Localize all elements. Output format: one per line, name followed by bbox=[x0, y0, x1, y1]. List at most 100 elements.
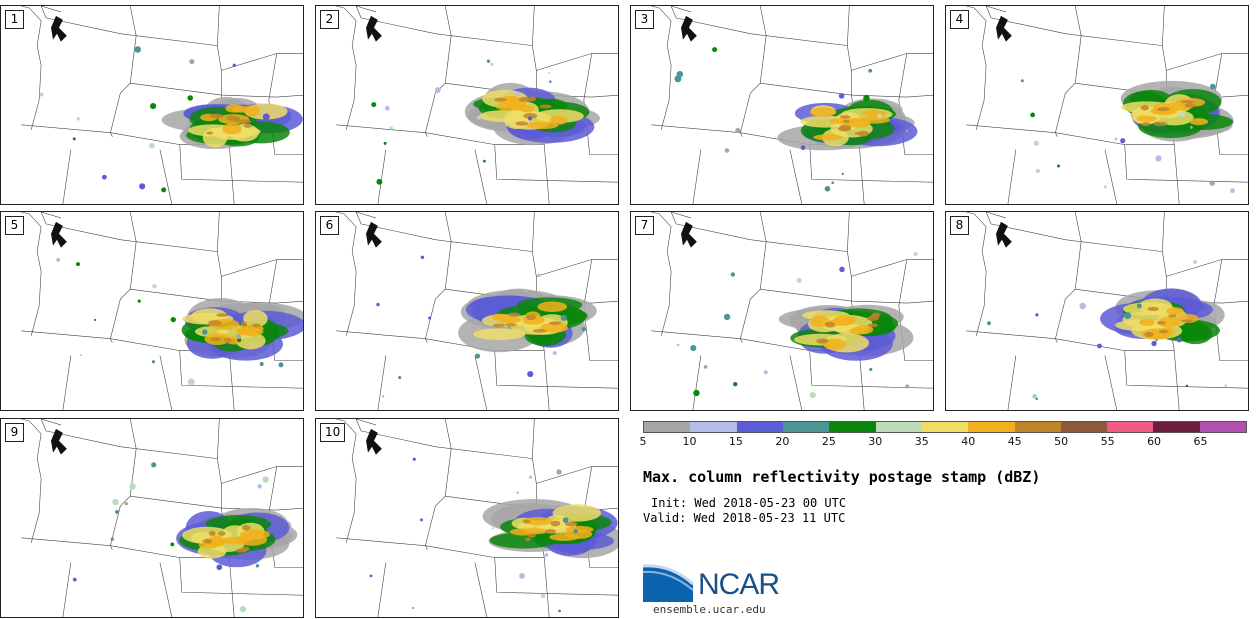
state-border bbox=[532, 6, 535, 46]
state-border bbox=[129, 6, 137, 36]
reflectivity-echo bbox=[566, 525, 594, 534]
member-label: 6 bbox=[320, 216, 339, 235]
coastline bbox=[996, 221, 1012, 248]
reflectivity-cell bbox=[1097, 343, 1102, 349]
state-border bbox=[760, 288, 933, 304]
reflectivity-cell bbox=[1209, 180, 1215, 186]
reflectivity-cell bbox=[1124, 312, 1132, 320]
colorbar-tick-label: 60 bbox=[1147, 435, 1162, 448]
state-border bbox=[1074, 6, 1082, 36]
reflectivity-cell bbox=[259, 361, 264, 366]
state-border bbox=[336, 6, 357, 130]
state-border bbox=[159, 562, 173, 617]
reflectivity-cell bbox=[1179, 111, 1186, 118]
reflectivity-echo bbox=[1141, 122, 1151, 127]
reflectivity-cell bbox=[877, 114, 882, 119]
state-border bbox=[543, 350, 550, 410]
state-border bbox=[356, 419, 377, 426]
reflectivity-echo bbox=[1181, 319, 1193, 323]
state-borders-map bbox=[651, 6, 933, 204]
state-border bbox=[451, 448, 618, 484]
reflectivity-cell bbox=[841, 172, 844, 175]
reflectivity-echo bbox=[515, 121, 529, 126]
state-border bbox=[136, 241, 303, 277]
reflectivity-cell bbox=[76, 117, 80, 121]
reflectivity-echo bbox=[833, 314, 857, 326]
coastline bbox=[51, 428, 67, 455]
reflectivity-cell bbox=[763, 370, 768, 375]
reflectivity-cell bbox=[693, 389, 700, 397]
state-border bbox=[21, 419, 42, 543]
coastline bbox=[51, 15, 67, 42]
state-borders-map bbox=[21, 212, 303, 410]
reflectivity-cell bbox=[1120, 138, 1126, 144]
state-border bbox=[336, 419, 357, 543]
reflectivity-echo bbox=[233, 116, 241, 123]
state-border bbox=[766, 241, 933, 277]
reflectivity-cell bbox=[93, 318, 97, 321]
reflectivity-echo bbox=[235, 327, 252, 335]
reflectivity-cell bbox=[703, 365, 708, 369]
reflectivity-echo bbox=[500, 316, 522, 324]
reflectivity-cell bbox=[824, 185, 831, 192]
state-border bbox=[217, 212, 220, 252]
reflectivity-cell bbox=[905, 384, 910, 389]
reflectivity-echo bbox=[218, 531, 226, 536]
reflectivity-cell bbox=[549, 80, 552, 83]
state-border bbox=[1081, 241, 1248, 277]
reflectivity-echo bbox=[527, 533, 536, 538]
state-borders-map bbox=[336, 212, 618, 410]
map-panel: 1 bbox=[0, 5, 304, 205]
state-borders-map bbox=[966, 6, 1248, 204]
reflectivity-cell bbox=[1193, 259, 1198, 264]
reflectivity-echo bbox=[198, 542, 219, 549]
reflectivity-echo bbox=[209, 113, 224, 119]
reflectivity-echo bbox=[564, 521, 578, 527]
reflectivity-echo bbox=[1168, 314, 1177, 318]
reflectivity-echo bbox=[518, 96, 533, 102]
reflectivity-echo bbox=[223, 337, 232, 344]
reflectivity-cell bbox=[527, 116, 533, 121]
state-border bbox=[159, 355, 173, 410]
state-border bbox=[41, 419, 62, 426]
state-border bbox=[789, 149, 803, 204]
state-border bbox=[159, 149, 173, 204]
reflectivity-cell bbox=[544, 553, 549, 557]
reflectivity-echo bbox=[251, 323, 261, 328]
colorbar-tick-label: 30 bbox=[868, 435, 883, 448]
colorbar-tick-label: 35 bbox=[914, 435, 929, 448]
reflectivity-cell bbox=[560, 314, 567, 321]
reflectivity-cell bbox=[1209, 83, 1216, 90]
reflectivity-echo bbox=[810, 315, 830, 328]
reflectivity-echo bbox=[473, 328, 526, 341]
state-border bbox=[986, 212, 1007, 219]
reflectivity-cell bbox=[376, 302, 380, 307]
reflectivity-echo bbox=[524, 537, 532, 541]
state-border bbox=[41, 212, 62, 219]
reflectivity-cell bbox=[115, 509, 120, 514]
colorbar-segment bbox=[1199, 422, 1247, 432]
reflectivity-cell bbox=[72, 137, 76, 141]
reflectivity-cell bbox=[519, 572, 526, 579]
reflectivity-cell bbox=[201, 329, 208, 335]
reflectivity-cell bbox=[1151, 340, 1157, 347]
member-label: 3 bbox=[635, 10, 654, 29]
state-border bbox=[130, 288, 303, 304]
reflectivity-cell bbox=[556, 469, 562, 475]
colorbar-tick-label: 5 bbox=[639, 435, 647, 448]
state-border bbox=[766, 35, 933, 71]
reflectivity-echo bbox=[1140, 104, 1149, 111]
reflectivity-cell bbox=[369, 574, 373, 578]
coastline bbox=[51, 221, 67, 248]
reflectivity-cell bbox=[676, 343, 680, 347]
reflectivity-echo bbox=[549, 533, 580, 541]
reflectivity-cell bbox=[516, 491, 519, 494]
reflectivity-cell bbox=[499, 325, 503, 328]
reflectivity-cell bbox=[398, 375, 402, 380]
state-border bbox=[1074, 212, 1082, 242]
reflectivity-echo bbox=[549, 115, 568, 125]
reflectivity-cell bbox=[809, 391, 816, 399]
reflectivity-cell bbox=[474, 353, 481, 359]
map-panel: 5 bbox=[0, 211, 304, 411]
reflectivity-echo bbox=[222, 123, 242, 135]
